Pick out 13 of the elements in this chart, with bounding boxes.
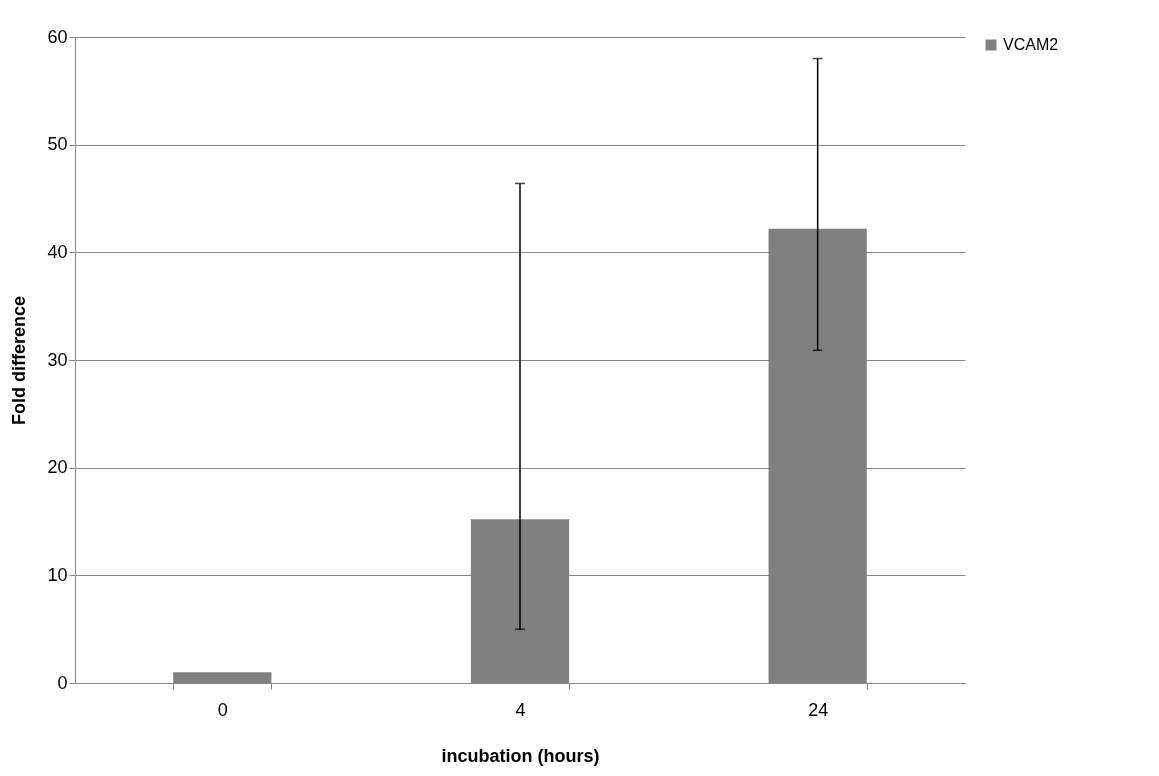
y-tick-label: 0: [57, 672, 68, 693]
x-axis-title: incubation (hours): [441, 745, 600, 766]
y-tick-label: 50: [47, 134, 68, 155]
y-axis-title: Fold difference: [9, 295, 30, 426]
y-tick-label: 60: [47, 26, 68, 47]
x-tick-label: 0: [217, 699, 228, 720]
legend-label: VCAM2: [1003, 36, 1059, 53]
y-tick-label: 20: [47, 457, 68, 478]
y-tick-label: 30: [47, 349, 68, 370]
y-tick-label: 40: [47, 241, 68, 262]
y-tick-label: 10: [47, 564, 68, 585]
x-tick-label: 4: [515, 699, 526, 720]
x-tick-label: 24: [808, 699, 829, 720]
